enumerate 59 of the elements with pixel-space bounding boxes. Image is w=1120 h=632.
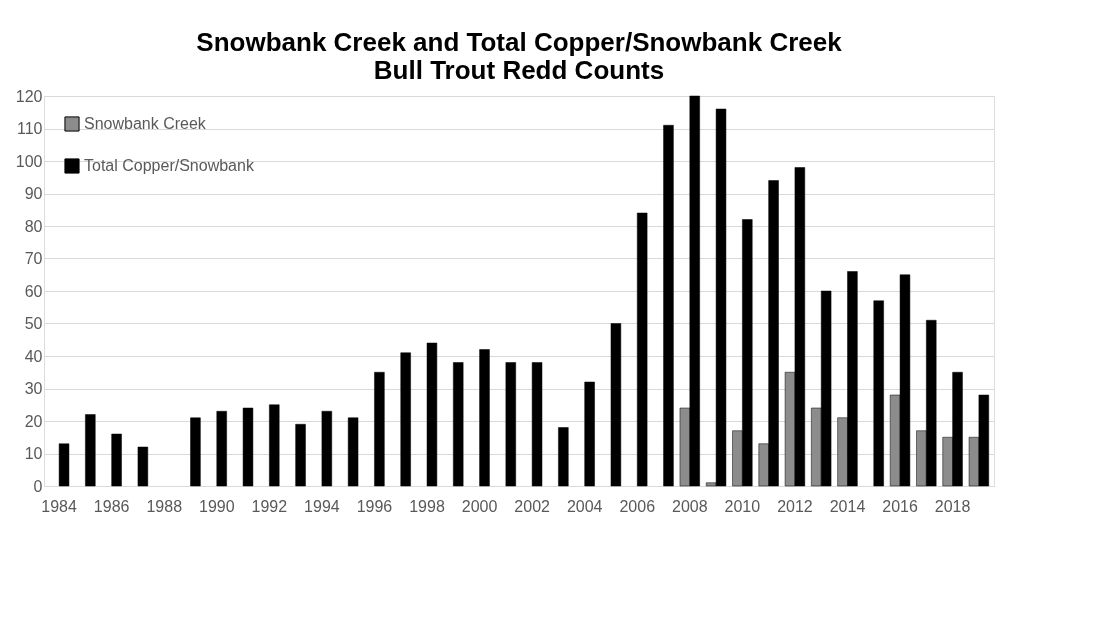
x-tick-label: 2014	[829, 497, 866, 515]
x-tick-label: 2004	[566, 497, 603, 515]
y-tick-label: 40	[24, 347, 43, 365]
x-tick-label: 2006	[619, 497, 656, 515]
text: Snowbank Creek and Total Copper/Snowbank Creek	[196, 27, 842, 57]
bar	[505, 362, 516, 487]
y-tick-label: 70	[24, 250, 43, 267]
x-tick-label: 2016	[882, 497, 918, 515]
legend-label: Total Copper/Snowbank	[84, 157, 255, 174]
y-tick-label: 50	[24, 315, 43, 332]
bar	[426, 342, 438, 487]
bar	[663, 125, 674, 487]
legend-label: Snowbank Creek	[84, 115, 207, 132]
bar	[873, 300, 884, 487]
y-tick-label: 100	[15, 152, 43, 170]
bar	[584, 381, 595, 487]
x-tick-label: 2002	[514, 497, 551, 515]
x-tick-label: 1992	[251, 497, 288, 515]
y-tick-label: 30	[24, 380, 43, 397]
bar	[610, 323, 622, 487]
bar	[58, 443, 70, 487]
x-tick-label: 2008	[672, 497, 708, 515]
bar	[321, 411, 333, 487]
bar	[295, 424, 306, 487]
bar	[374, 372, 385, 487]
x-tick-label: 1994	[304, 497, 340, 515]
y-tick-label: 90	[24, 185, 43, 202]
y-tick-label: 110	[16, 120, 43, 137]
x-tick-label: 1996	[356, 497, 393, 515]
y-tick-label: 20	[24, 412, 43, 430]
y-tick-label: 0	[33, 477, 43, 495]
x-tick-label: 2012	[777, 497, 813, 515]
x-tick-label: 2000	[461, 497, 498, 515]
x-tick-label: 1986	[93, 497, 130, 515]
bar	[531, 362, 543, 487]
bar	[216, 411, 227, 487]
x-tick-label: 1998	[409, 497, 445, 515]
bar	[347, 417, 359, 487]
bar	[242, 407, 254, 487]
x-tick-label: 1988	[146, 497, 183, 515]
bar	[453, 362, 464, 487]
x-tick-label: 2010	[724, 497, 761, 515]
bar	[111, 433, 122, 487]
bar	[558, 427, 569, 487]
y-tick-label: 80	[24, 217, 43, 235]
bar	[269, 404, 280, 487]
bar	[190, 417, 201, 487]
bar	[479, 349, 490, 487]
bar	[85, 414, 96, 487]
text: Bull Trout Redd Counts	[373, 55, 665, 85]
y-tick-label: 120	[15, 87, 43, 105]
x-tick-label: 2018	[934, 497, 971, 515]
x-tick-label: 1990	[198, 497, 235, 515]
bar	[400, 352, 411, 487]
bar	[637, 212, 648, 487]
y-tick-label: 10	[24, 445, 43, 462]
bar	[137, 446, 149, 487]
x-tick-label: 1984	[41, 497, 78, 515]
y-tick-label: 60	[24, 282, 43, 300]
